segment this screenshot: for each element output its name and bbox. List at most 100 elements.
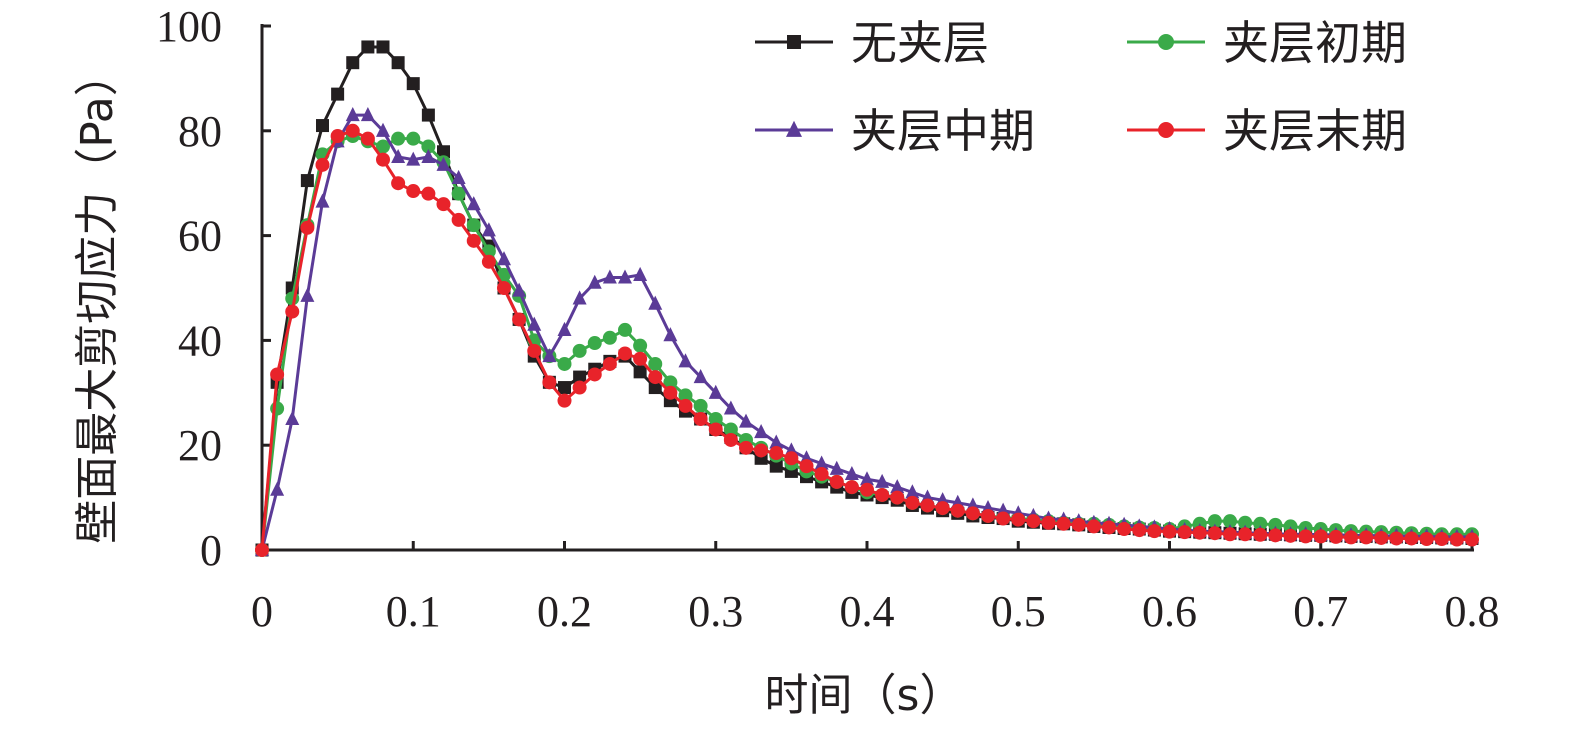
data-point [1132, 523, 1147, 538]
data-point [573, 370, 587, 384]
data-point [875, 487, 890, 502]
data-point [376, 40, 390, 54]
axes: 0 20 40 60 80 100 0 0.1 0.2 0.3 0.4 0.5 0.6 0.7 0.8 [156, 2, 1500, 636]
data-point [1056, 516, 1071, 531]
data-point [330, 129, 345, 144]
data-point [905, 484, 920, 499]
data-point [905, 495, 920, 510]
data-point [542, 375, 557, 390]
data-point [602, 330, 617, 345]
data-point [965, 506, 980, 521]
data-point [300, 220, 315, 235]
data-point [451, 212, 466, 227]
data-point [799, 459, 814, 474]
data-point [708, 384, 723, 399]
data-point [678, 388, 693, 403]
data-point [572, 343, 587, 358]
data-point [829, 474, 844, 489]
data-point [1147, 524, 1162, 539]
data-point [1298, 529, 1313, 544]
data-point [814, 455, 829, 470]
data-point [1253, 516, 1268, 531]
data-point [708, 412, 723, 426]
legend-label: 无夹层 [851, 16, 989, 70]
data-point [315, 193, 330, 208]
data-point [1158, 34, 1174, 50]
data-point [1449, 532, 1464, 547]
data-point [527, 343, 542, 358]
data-point [996, 511, 1011, 526]
data-point [1419, 531, 1434, 546]
x-tick-label: 0.3 [688, 587, 743, 636]
data-point [1041, 515, 1056, 530]
data-point [497, 267, 511, 282]
data-point [270, 401, 285, 416]
y-tick-label: 0 [200, 526, 222, 575]
data-point [331, 87, 345, 101]
data-point [481, 254, 496, 269]
data-point [406, 131, 421, 146]
data-point [890, 490, 905, 505]
data-point [723, 422, 738, 437]
data-point [315, 157, 330, 172]
x-tick-label: 0.2 [537, 587, 592, 636]
data-point [829, 460, 844, 475]
data-point [346, 56, 360, 70]
data-point [739, 413, 753, 428]
data-point [784, 451, 799, 466]
data-point [1359, 530, 1374, 545]
y-tick-label: 100 [156, 2, 222, 51]
series-layer [255, 40, 1479, 557]
data-point [648, 356, 663, 371]
data-point [300, 174, 314, 188]
data-point [860, 471, 874, 486]
data-point [360, 131, 375, 146]
data-point [633, 338, 648, 353]
data-point [890, 479, 905, 494]
data-point [633, 266, 648, 281]
axis-titles: 时间（s） 壁面最大剪切应力（Pa） [72, 52, 963, 721]
data-point [361, 40, 375, 54]
data-point [693, 398, 708, 413]
x-tick-label: 0.4 [840, 587, 895, 636]
legend-entry-3: 夹层中期 [755, 104, 1035, 158]
data-point [648, 370, 663, 385]
data-point [270, 367, 285, 382]
data-point [497, 281, 511, 295]
data-point [300, 287, 315, 302]
legend-entry-2: 夹层初期 [1127, 16, 1407, 70]
data-point [981, 508, 995, 523]
data-point [1162, 524, 1177, 539]
y-tick-label: 20 [178, 421, 222, 470]
data-point [1389, 531, 1404, 546]
y-axis-title: 壁面最大剪切应力（Pa） [72, 52, 123, 544]
data-point [1117, 522, 1132, 537]
legend-label: 夹层末期 [1223, 104, 1407, 158]
y-tick-label: 60 [178, 212, 222, 261]
data-point [1158, 122, 1174, 138]
series-4 [255, 123, 1479, 557]
data-point [587, 274, 602, 289]
data-point [648, 381, 662, 395]
data-point [950, 503, 965, 518]
data-point [648, 295, 663, 310]
data-point [633, 365, 647, 379]
legend-label: 夹层中期 [851, 104, 1035, 158]
data-point [512, 282, 527, 297]
data-point [557, 321, 572, 336]
data-point [1374, 530, 1389, 545]
data-point [558, 381, 571, 395]
data-point [345, 123, 360, 138]
data-point [360, 107, 375, 122]
data-point [345, 107, 360, 122]
data-point [406, 151, 421, 166]
data-point [920, 498, 935, 513]
data-point [633, 351, 648, 366]
data-point [421, 108, 435, 122]
data-point [844, 480, 859, 495]
data-point [754, 424, 769, 439]
data-point [1223, 514, 1237, 529]
data-point [255, 543, 269, 557]
